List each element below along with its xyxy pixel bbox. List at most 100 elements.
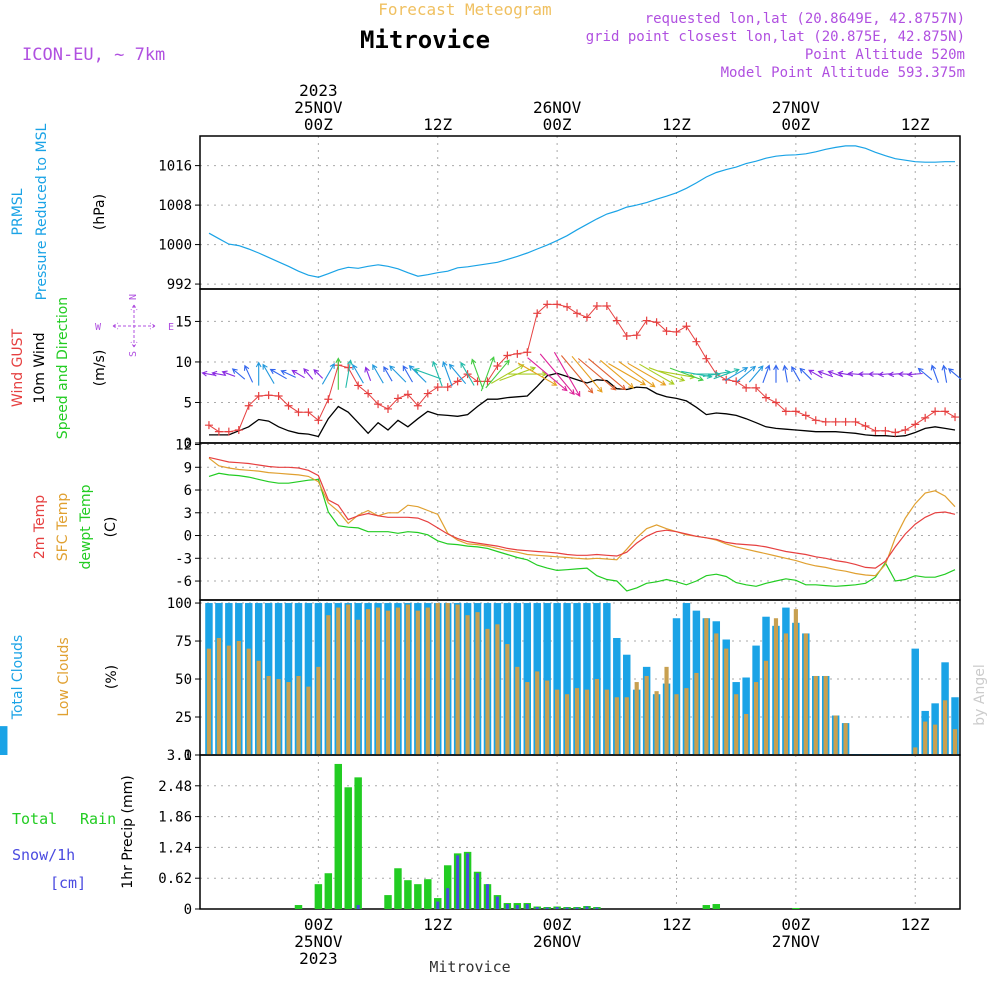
gust-marker [294, 408, 303, 417]
gust-marker [403, 390, 412, 399]
low-cloud-bar [555, 689, 560, 755]
gust-marker [523, 348, 532, 357]
y-tick-label: 1.24 [158, 840, 192, 856]
gust-marker [762, 393, 771, 402]
y-tick-label: 5 [184, 395, 192, 411]
total-cloud-bar [911, 648, 919, 755]
gust-marker [274, 391, 283, 400]
compass-east: E [168, 322, 174, 333]
low-cloud-bar [744, 713, 749, 755]
gust-marker [393, 394, 402, 403]
wind-compass: N S W E [95, 294, 174, 357]
precip-legend-total: Total [12, 810, 57, 828]
low-cloud-bar [515, 666, 520, 755]
low-cloud-bar [326, 615, 331, 755]
cloud-label-unit: (%) [104, 665, 120, 689]
snow-bar [446, 888, 450, 909]
gust-marker [752, 383, 761, 392]
low-cloud-bar [654, 691, 659, 755]
y-tick-label: 0 [184, 529, 192, 545]
gust-marker [214, 427, 223, 436]
gust-marker [284, 401, 293, 410]
gust-marker [244, 401, 253, 410]
wind-direction-arrow [303, 368, 314, 380]
precip-label-unit: 1hr Precip (mm) [120, 775, 136, 888]
snow-bar [505, 904, 509, 909]
gust-marker [682, 322, 691, 331]
low-cloud-bar [375, 607, 381, 755]
low-cloud-bar [714, 633, 719, 755]
total-cloud-bar [0, 726, 8, 755]
time-label-bottom: 12Z [423, 915, 452, 934]
compass-north: N [128, 294, 139, 300]
low-cloud-bar [923, 721, 928, 755]
low-cloud-bar [505, 644, 510, 755]
gust-marker [861, 421, 870, 430]
wind-direction-arrow [448, 363, 467, 385]
wind-direction-arrow [291, 369, 305, 379]
gust-marker [702, 354, 711, 363]
wind-direction-arrow [817, 370, 834, 378]
temp-label-unit: (C) [103, 517, 119, 538]
wind-direction-arrow [313, 368, 324, 379]
low-cloud-bar [803, 633, 808, 755]
low-cloud-bar [256, 660, 261, 755]
gust-marker [642, 316, 651, 325]
low-cloud-bar [535, 671, 540, 755]
y-tick-label: 3 [184, 506, 192, 522]
gust-marker [592, 302, 601, 311]
low-cloud-bar [226, 645, 231, 755]
low-cloud-bar [614, 697, 619, 755]
wind-direction-arrow [736, 365, 757, 383]
time-label-top: 25NOV [294, 98, 343, 117]
wind-direction-arrow [383, 366, 393, 382]
gust-marker [672, 327, 681, 336]
snow-bar [466, 853, 470, 909]
snow-bar [515, 905, 519, 909]
low-cloud-bar [475, 612, 480, 755]
y-tick-label: 10 [175, 355, 192, 371]
low-cloud-bar [674, 694, 679, 755]
time-label-top: 12Z [901, 115, 930, 134]
info-line-grid: grid point closest lon,lat (20.875E, 42.… [586, 29, 965, 45]
pressure-line [208, 145, 955, 278]
low-cloud-bar [724, 648, 729, 755]
y-tick-label: 25 [175, 710, 192, 726]
total-cloud-bar [543, 603, 551, 755]
info-line-altitude: Point Altitude 520m [805, 47, 965, 63]
y-tick-label: 15 [175, 314, 192, 330]
gust-marker [533, 309, 542, 318]
low-cloud-bar [356, 619, 361, 755]
low-cloud-bar [793, 609, 798, 755]
wind-direction-arrow [941, 364, 948, 383]
total-cloud-bar [672, 618, 681, 755]
compass-arrows-icon [112, 304, 156, 348]
gust-marker [662, 327, 671, 336]
wind-direction-arrow [243, 364, 254, 383]
low-cloud-bar [366, 609, 371, 755]
info-line-model-altitude: Model Point Altitude 593.375m [721, 65, 965, 81]
temp-label-dewpt: dewpt Temp [78, 484, 94, 569]
snow-bar [575, 907, 579, 909]
panel-frame-4 [199, 754, 961, 910]
wind-direction-arrow [762, 364, 771, 383]
watermark: by Angel [972, 664, 988, 725]
low-cloud-bar [604, 689, 609, 755]
wind-direction-arrow [345, 359, 353, 388]
rain-bar [424, 879, 432, 909]
low-cloud-bar [773, 618, 779, 755]
gust-marker [921, 413, 930, 422]
total-cloud-bar [613, 637, 621, 755]
low-cloud-bar [734, 694, 739, 755]
y-tick-label: 3.1 [167, 748, 192, 764]
gust-marker [443, 383, 452, 392]
low-cloud-bar [276, 679, 281, 755]
gust-marker [582, 313, 591, 322]
total-cloud-bar [563, 603, 571, 755]
wind-direction-arrow [930, 364, 939, 383]
y-tick-label: 6 [184, 483, 192, 499]
gust-marker [891, 428, 900, 437]
wind-direction-arrow [627, 362, 667, 386]
